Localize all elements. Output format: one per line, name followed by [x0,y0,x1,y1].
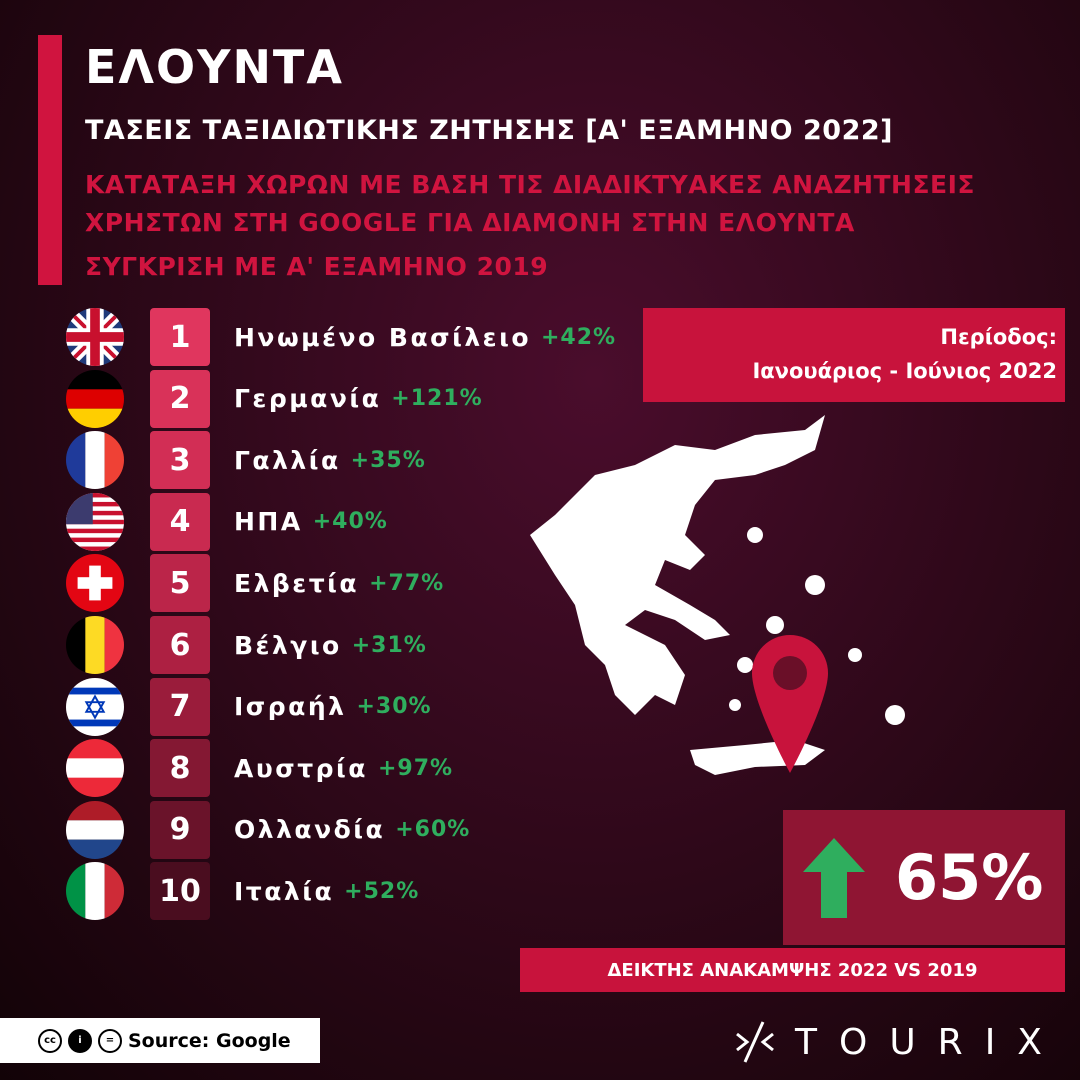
ranking-row: 3 Γαλλία +35% [66,431,426,490]
recovery-value: 65% [895,841,1044,914]
ranking-row: 8 Αυστρία +97% [66,739,454,798]
ranking-row: 6 Βέλγιο +31% [66,616,427,674]
ranking-row: 1 Ηνωμένο Βασίλειο +42% [66,308,616,366]
change-value: +30% [356,694,432,720]
period-box: Περίοδος: Ιανουάριος - Ιούνιος 2022 [643,308,1065,402]
country-name: Ελβετία [234,568,360,598]
country-name: Βέλγιο [234,630,342,660]
ranking-row: 4 ΗΠΑ +40% [66,492,388,551]
rank-badge: 5 [150,554,210,613]
flag-de-icon [66,369,124,428]
change-value: +31% [351,632,427,658]
description-line: ΣΥΓΚΡΙΣΗ ΜΕ Α' ΕΞΑΜΗΝΟ 2019 [85,252,549,281]
change-value: +42% [541,324,617,350]
period-value: Ιανουάριος - Ιούνιος 2022 [752,359,1057,383]
rank-badge: 9 [150,800,210,859]
nd-icon: = [98,1028,122,1053]
location-pin-icon [752,635,828,773]
flag-ch-icon [66,554,124,613]
recovery-box: 65% [783,810,1065,945]
country-name: Γαλλία [234,445,341,475]
accent-bar [38,35,62,285]
ranking-row: 9 Ολλανδία +60% [66,800,471,859]
flag-il-icon [66,677,124,736]
country-name: Γερμανία [234,384,382,414]
change-value: +35% [350,447,426,473]
ranking-row: 7 Ισραήλ +30% [66,677,432,736]
subtitle: ΤΑΣΕΙΣ ΤΑΞΙΔΙΩΤΙΚΗΣ ΖΗΤΗΣΗΣ [Α' ΕΞΑΜΗΝΟ … [85,115,894,146]
change-value: +97% [377,755,454,781]
rank-badge: 7 [150,677,210,736]
description-line: ΧΡΗΣΤΩΝ ΣΤΗ GOOGLE ΓΙΑ ΔΙΑΜΟΝΗ ΣΤΗΝ ΕΛΟΥ… [85,208,855,237]
arrow-up-icon [803,837,865,918]
greece-map [530,415,905,775]
recovery-label: ΔΕΙΚΤΗΣ ΑΝΑΚΑΜΨΗΣ 2022 VS 2019 [520,948,1065,992]
rank-badge: 3 [150,431,210,490]
ranking-row: 5 Ελβετία +77% [66,554,445,613]
rank-badge: 2 [150,369,210,428]
source-text: Source: Google [128,1029,291,1052]
ranking-row: 2 Γερμανία +121% [66,369,483,428]
flag-us-icon [66,492,124,551]
brand-logo: TOURIX [735,1020,1064,1064]
ranking-row: 10 Ιταλία +52% [66,862,420,921]
period-label: Περίοδος: [940,325,1057,349]
flag-be-icon [66,616,124,674]
country-name: Αυστρία [234,753,368,783]
rank-badge: 6 [150,616,210,674]
country-name: Ισραήλ [234,692,347,722]
cc-icon: cc [38,1028,62,1053]
rank-badge: 4 [150,492,210,551]
flag-fr-icon [66,431,124,490]
change-value: +60% [395,817,471,843]
change-value: +121% [391,386,483,412]
change-value: +77% [369,570,445,596]
description-line: ΚΑΤΑΤΑΞΗ ΧΩΡΩΝ ΜΕ ΒΑΣΗ ΤΙΣ ΔΙΑΔΙΚΤΥΑΚΕΣ … [85,170,976,199]
country-name: Ηνωμένο Βασίλειο [234,322,531,352]
by-icon: i [68,1028,92,1053]
country-name: Ιταλία [234,876,335,906]
flag-at-icon [66,739,124,798]
rank-badge: 8 [150,739,210,798]
tourix-logo-icon [736,1021,774,1063]
change-value: +52% [344,878,420,904]
flag-it-icon [66,862,124,921]
source-box: cc i = Source: Google [0,1018,320,1063]
rank-badge: 10 [150,862,210,921]
flag-nl-icon [66,800,124,859]
rank-badge: 1 [150,308,210,366]
change-value: +40% [312,509,388,535]
country-name: ΗΠΑ [234,507,303,537]
flag-uk-icon [66,308,124,366]
country-name: Ολλανδία [234,815,386,845]
brand-name: TOURIX [795,1021,1064,1063]
page-title: ΕΛΟΥΝΤΑ [85,40,344,94]
